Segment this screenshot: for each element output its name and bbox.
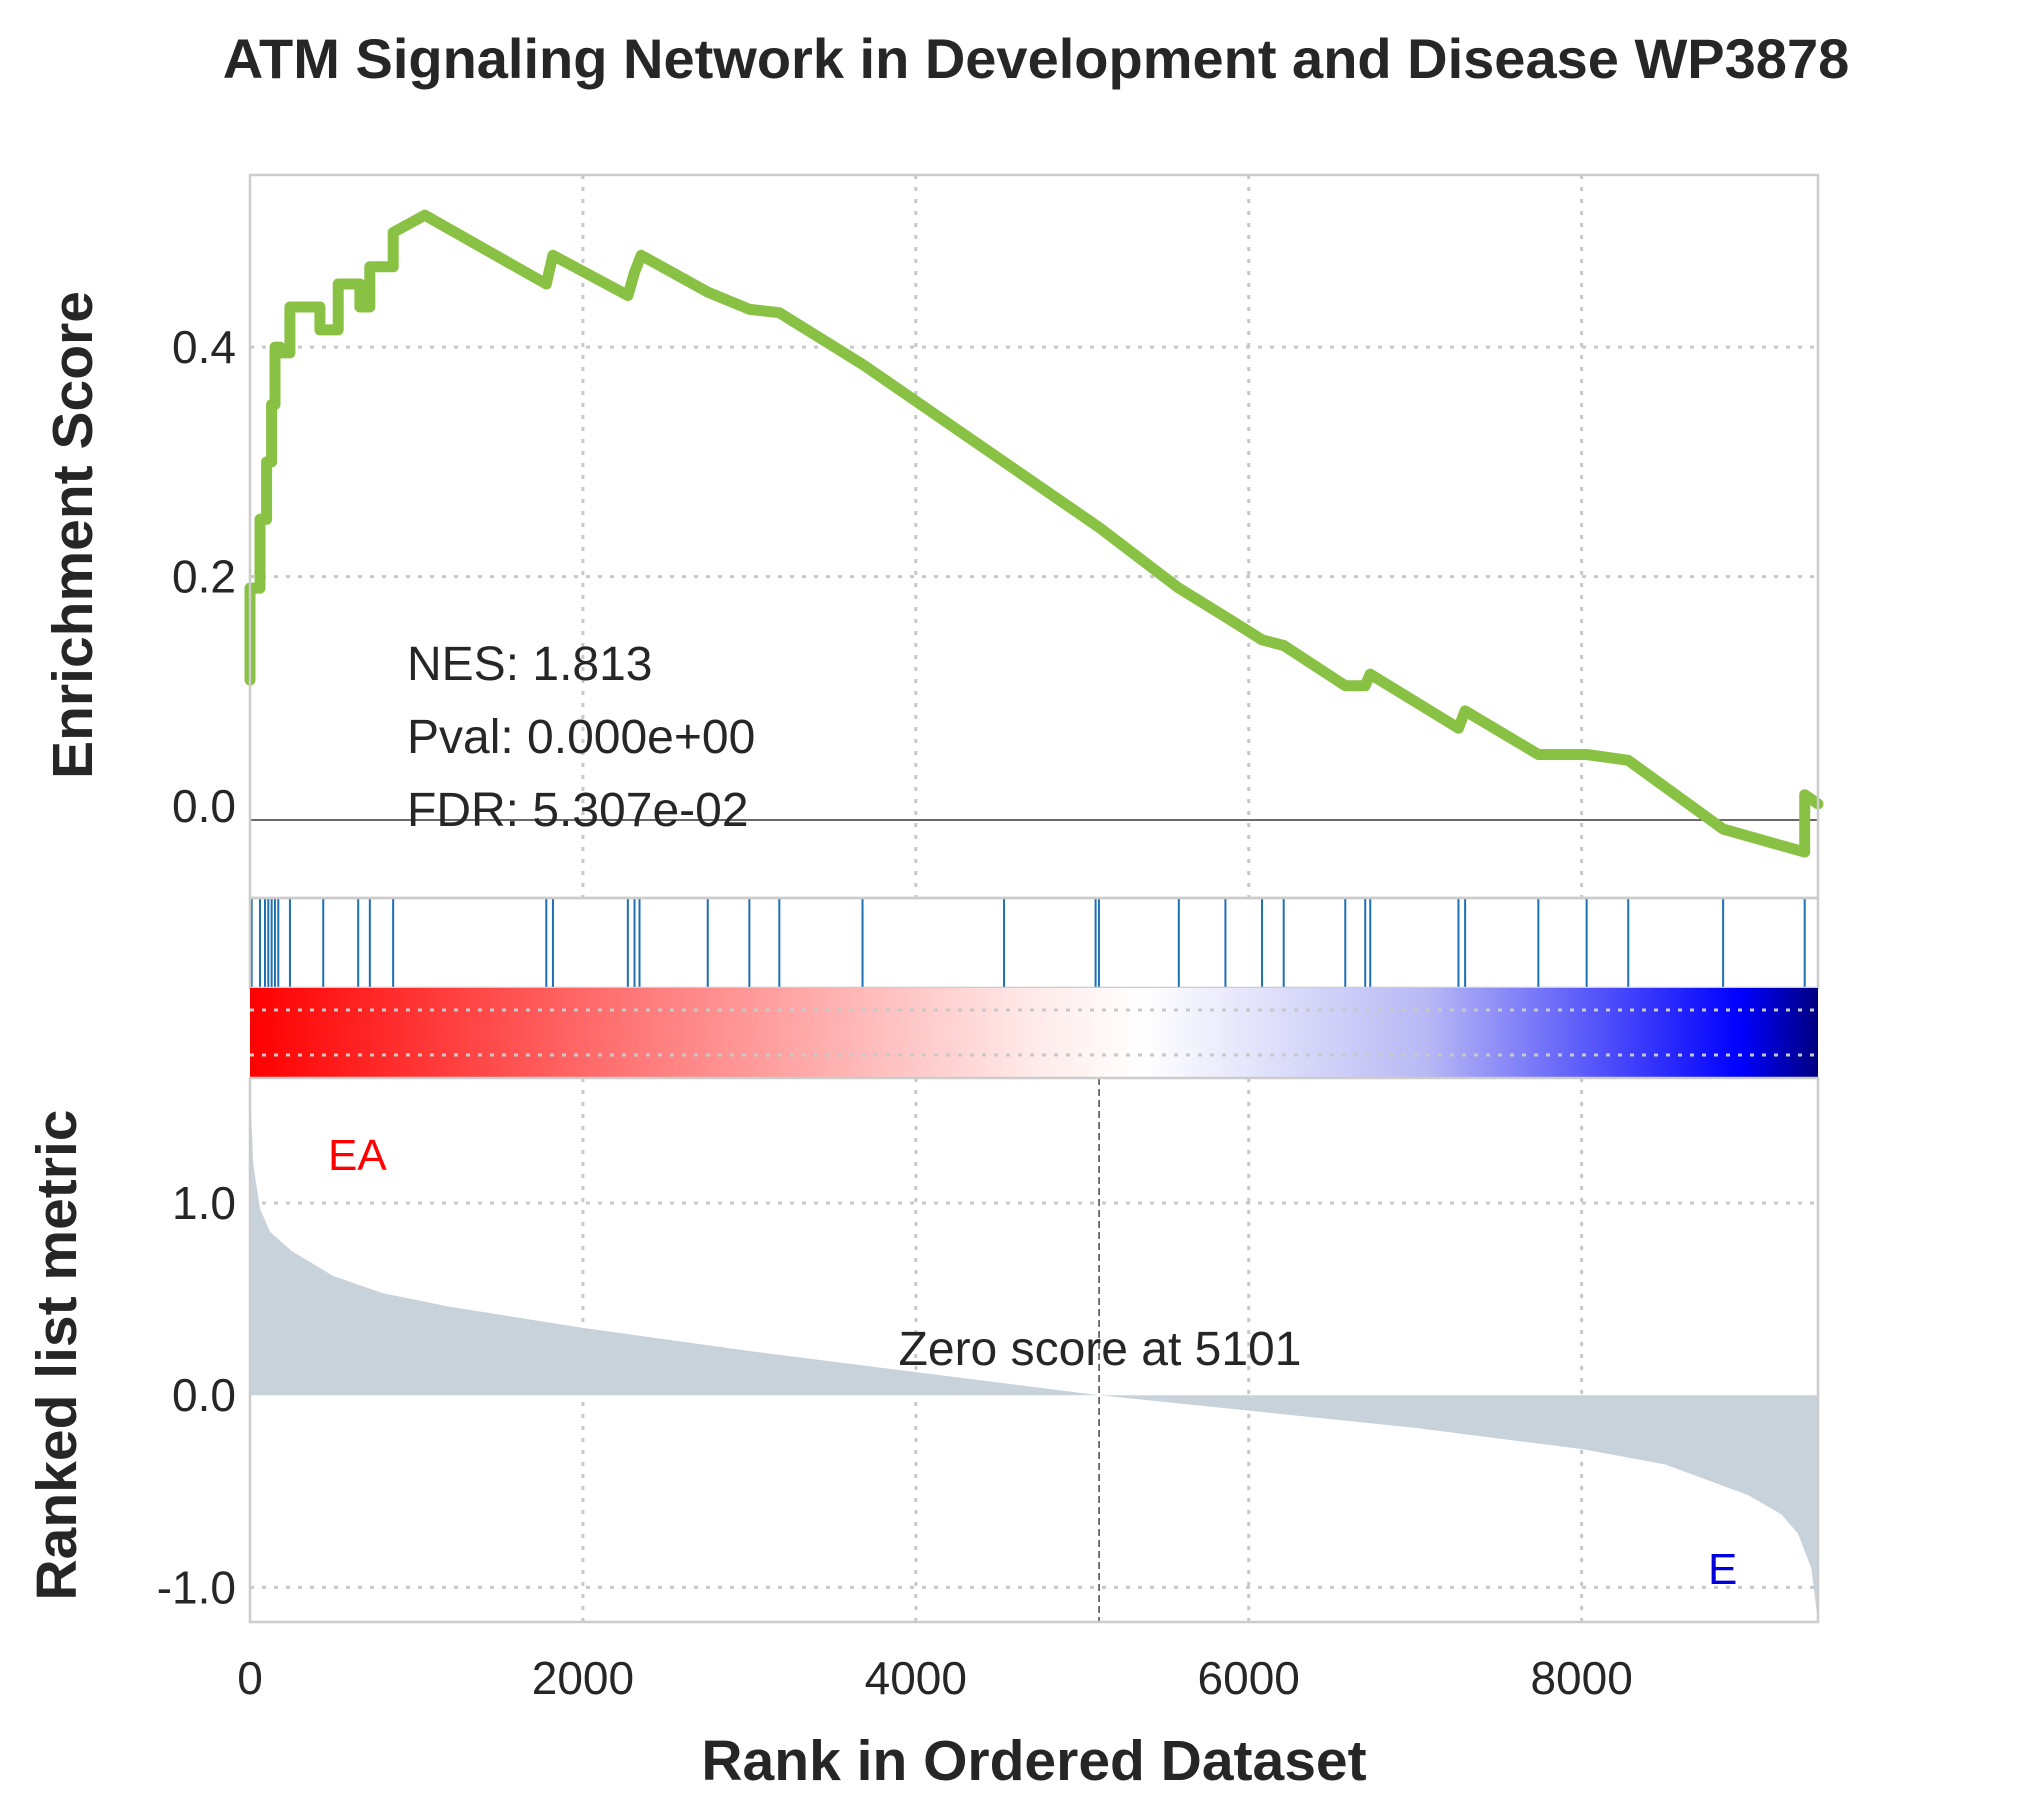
rank-heatmap — [250, 988, 1818, 1078]
metric-panel: 1.0 0.0 -1.0 Ranked list metric Zero score… — [25, 1076, 1820, 1624]
metric-y-ticks: 1.0 0.0 -1.0 — [157, 1177, 236, 1613]
metric-y-tick-label: -1.0 — [157, 1561, 236, 1613]
metric-y-tick-label: 1.0 — [172, 1177, 236, 1229]
es-panel: 0.0 0.2 0.4 Enrichment Score NES: 1.813 Pv… — [41, 173, 1824, 900]
neg-group-label: E — [1708, 1545, 1737, 1594]
x-axis-label: Rank in Ordered Dataset — [701, 1729, 1366, 1793]
metric-gridlines — [250, 1078, 1818, 1622]
x-tick-label: 8000 — [1530, 1652, 1632, 1704]
fdr-label: FDR: 5.307e-02 — [407, 784, 749, 837]
x-tick-label: 6000 — [1198, 1652, 1300, 1704]
x-ticks: 0 2000 4000 6000 8000 — [237, 1652, 1633, 1704]
ranked-metric-area — [250, 1087, 1818, 1622]
hit-lines — [250, 898, 1806, 988]
metric-ylabel: Ranked list metric — [25, 1109, 89, 1600]
es-ylabel: Enrichment Score — [41, 291, 105, 779]
pos-group-label: EA — [328, 1131, 387, 1180]
nes-label: NES: 1.813 — [407, 638, 652, 691]
chart-title: ATM Signaling Network in Development and… — [223, 27, 1849, 90]
hits-panel — [248, 896, 1820, 990]
rank-heatmap-bar — [250, 988, 1818, 1078]
x-tick-label: 2000 — [532, 1652, 634, 1704]
zero-score-label: Zero score at 5101 — [899, 1323, 1302, 1376]
pval-label: Pval: 0.000e+00 — [407, 711, 755, 764]
metric-y-tick-label: 0.0 — [172, 1369, 236, 1421]
x-tick-label: 0 — [237, 1652, 263, 1704]
x-tick-label: 4000 — [865, 1652, 967, 1704]
es-y-tick-label: 0.4 — [172, 321, 236, 373]
es-y-tick-label: 0.0 — [172, 780, 236, 832]
es-y-tick-label: 0.2 — [172, 551, 236, 603]
hits-frame — [248, 896, 1820, 990]
es-gridlines — [250, 175, 1818, 898]
es-line — [244, 209, 1824, 858]
metric-frame — [248, 1076, 1820, 1624]
es-y-ticks: 0.0 0.2 0.4 — [172, 321, 236, 832]
